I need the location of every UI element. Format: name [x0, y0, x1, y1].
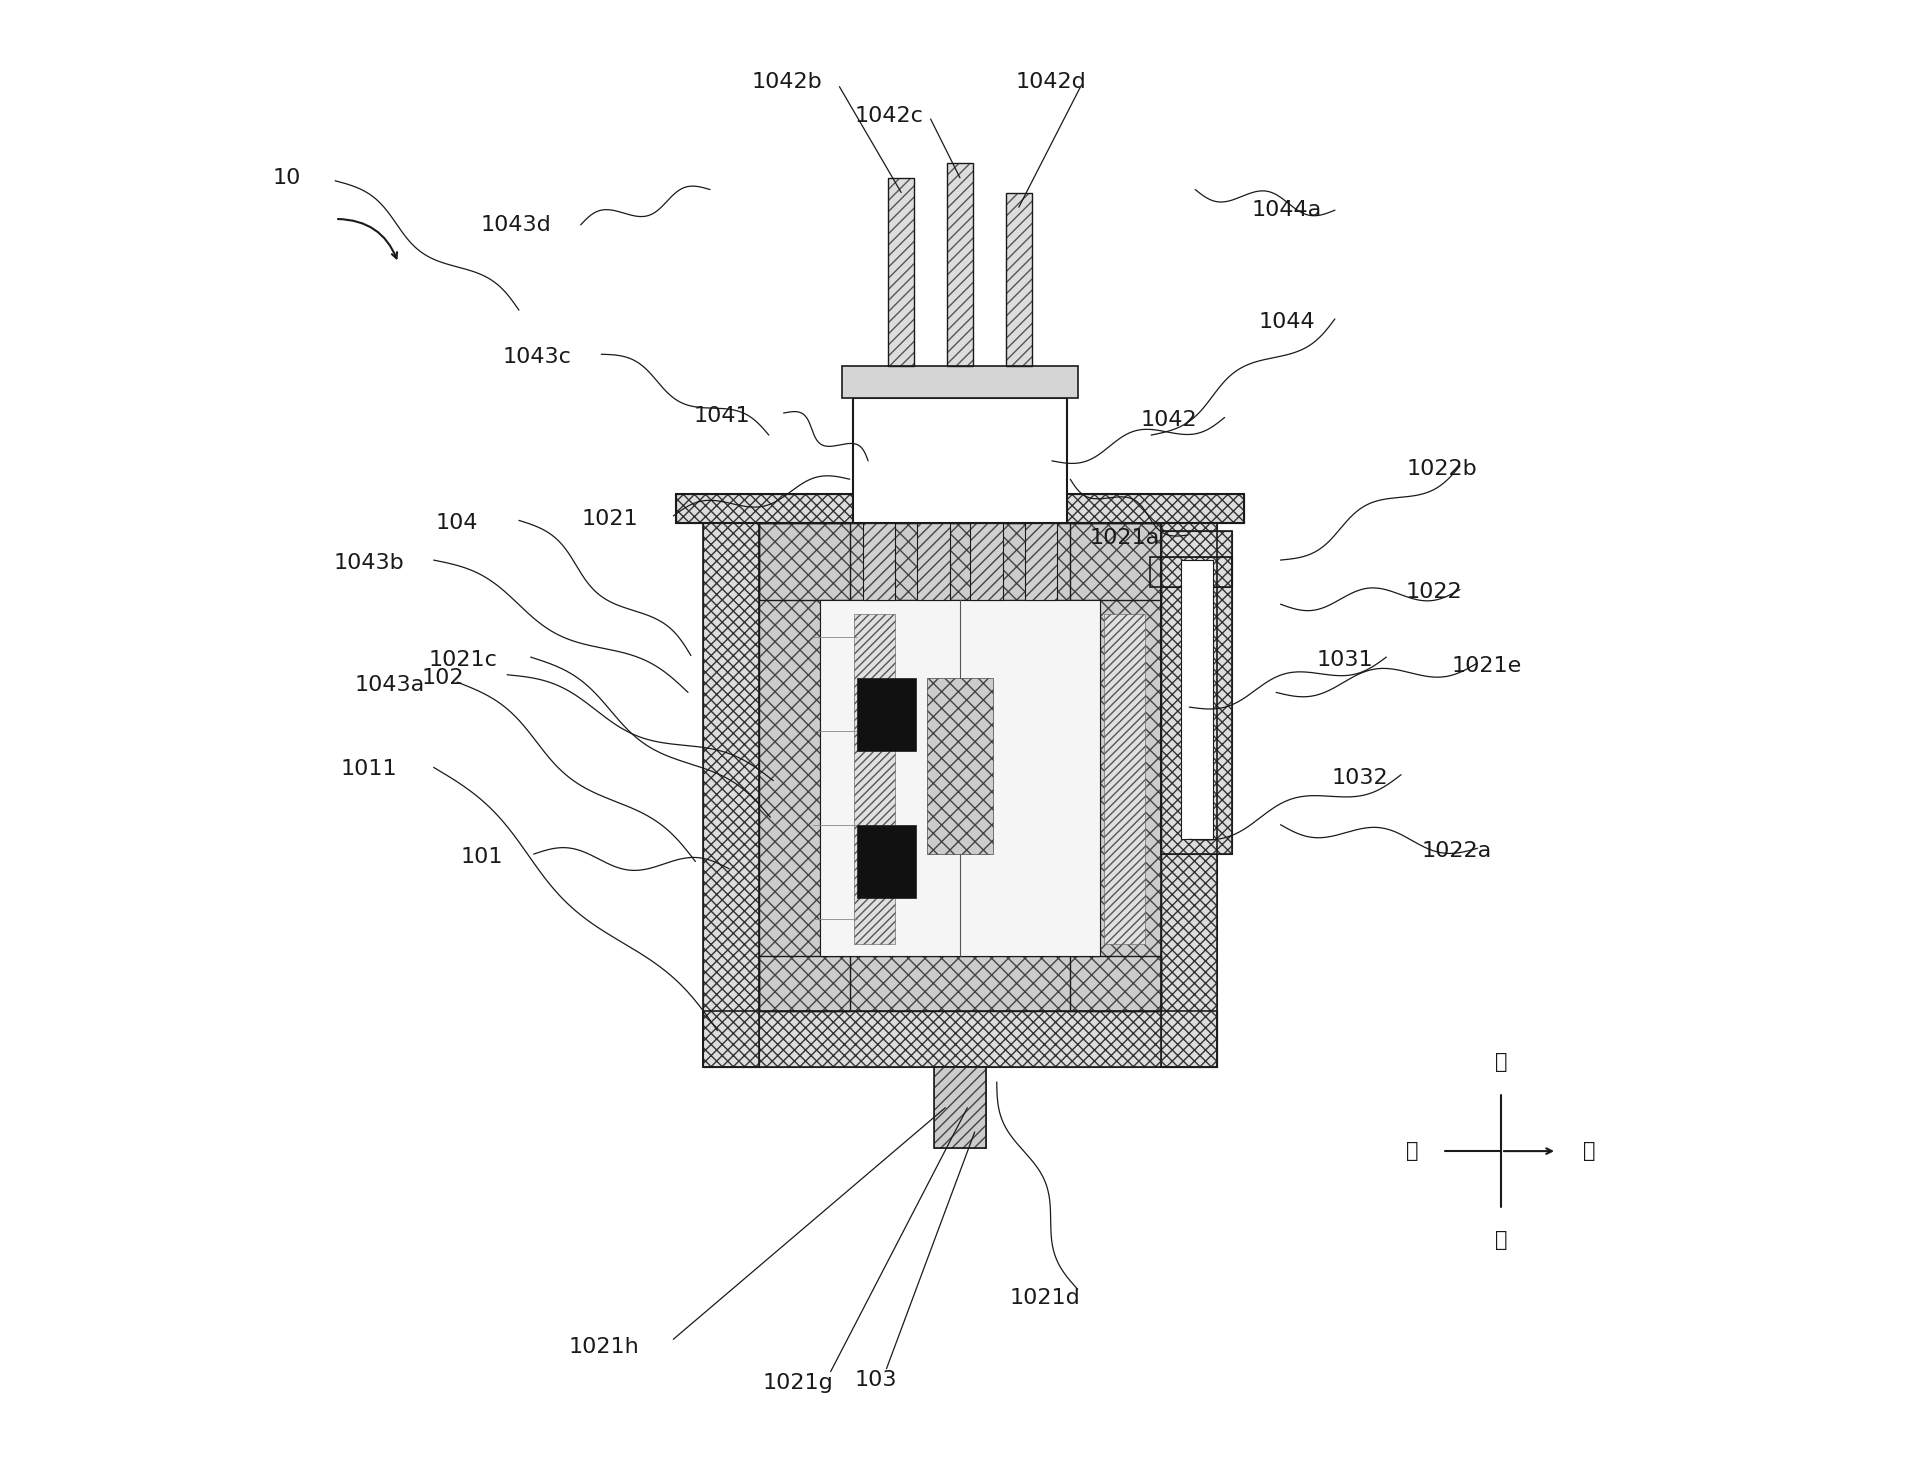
Bar: [862, 523, 895, 600]
Bar: [852, 398, 1068, 523]
Text: 1021h: 1021h: [568, 1336, 639, 1357]
Text: 1032: 1032: [1332, 767, 1388, 788]
Bar: [758, 523, 1162, 600]
Bar: [1006, 193, 1033, 365]
Text: 102: 102: [420, 667, 465, 688]
Bar: [1006, 193, 1033, 365]
Text: 左: 左: [1405, 1142, 1419, 1161]
Text: 1031: 1031: [1317, 650, 1373, 670]
Text: 1021c: 1021c: [428, 650, 497, 670]
Text: 1021a: 1021a: [1089, 527, 1160, 548]
Text: 1022: 1022: [1405, 582, 1461, 602]
Text: 103: 103: [854, 1370, 897, 1391]
Text: 101: 101: [461, 847, 503, 868]
Bar: [1069, 523, 1162, 1012]
Text: 1044a: 1044a: [1252, 200, 1321, 219]
Bar: [676, 493, 1244, 523]
Bar: [703, 1012, 1217, 1068]
Bar: [935, 1068, 985, 1147]
Bar: [1181, 560, 1213, 840]
Text: 1021d: 1021d: [1010, 1287, 1081, 1308]
Bar: [1162, 493, 1217, 1068]
Text: 1042c: 1042c: [854, 106, 924, 127]
Text: 104: 104: [436, 513, 478, 533]
Bar: [935, 1068, 985, 1147]
Bar: [703, 1012, 1217, 1068]
Text: 1011: 1011: [340, 759, 397, 779]
Bar: [947, 164, 973, 365]
Bar: [758, 523, 851, 1012]
Text: 1043b: 1043b: [334, 552, 405, 573]
Bar: [970, 523, 1002, 600]
Bar: [918, 523, 950, 600]
Bar: [1162, 530, 1233, 854]
Bar: [820, 600, 851, 956]
Bar: [970, 523, 1002, 600]
Text: 下: 下: [1496, 1230, 1507, 1251]
Text: 1043c: 1043c: [503, 348, 570, 367]
Text: 上: 上: [1496, 1052, 1507, 1072]
Text: 1043a: 1043a: [355, 675, 424, 695]
Text: 1042d: 1042d: [1016, 72, 1087, 93]
Bar: [887, 178, 914, 365]
Bar: [820, 600, 1100, 956]
Bar: [1069, 523, 1162, 1012]
Bar: [927, 678, 993, 854]
Bar: [758, 956, 1162, 1012]
Text: 1043d: 1043d: [480, 215, 551, 234]
Bar: [947, 164, 973, 365]
Bar: [703, 493, 758, 1068]
Text: 1022a: 1022a: [1423, 841, 1492, 862]
Text: 1021e: 1021e: [1452, 655, 1521, 676]
Text: 1041: 1041: [693, 407, 751, 426]
Bar: [856, 678, 916, 751]
Bar: [1150, 557, 1233, 586]
Text: 1022b: 1022b: [1407, 460, 1478, 479]
Bar: [841, 365, 1079, 398]
Bar: [676, 493, 1244, 523]
Bar: [1069, 600, 1100, 956]
Bar: [1150, 557, 1233, 586]
Bar: [887, 178, 914, 365]
Bar: [1162, 493, 1217, 1068]
Bar: [758, 523, 1162, 600]
Bar: [1025, 523, 1058, 600]
Text: 右: 右: [1584, 1142, 1596, 1161]
Bar: [1104, 614, 1144, 944]
Text: 1042b: 1042b: [751, 72, 822, 93]
Bar: [862, 523, 895, 600]
Bar: [856, 825, 916, 899]
Text: 10: 10: [273, 168, 301, 189]
Bar: [758, 956, 1162, 1012]
Bar: [854, 614, 895, 944]
Text: 1042: 1042: [1140, 411, 1196, 430]
Text: 1044: 1044: [1258, 312, 1315, 331]
Bar: [918, 523, 950, 600]
Bar: [1025, 523, 1058, 600]
Bar: [758, 523, 851, 1012]
Bar: [1162, 530, 1233, 854]
Text: 1021: 1021: [582, 508, 637, 529]
Bar: [703, 493, 758, 1068]
Text: 1021g: 1021g: [762, 1373, 833, 1393]
